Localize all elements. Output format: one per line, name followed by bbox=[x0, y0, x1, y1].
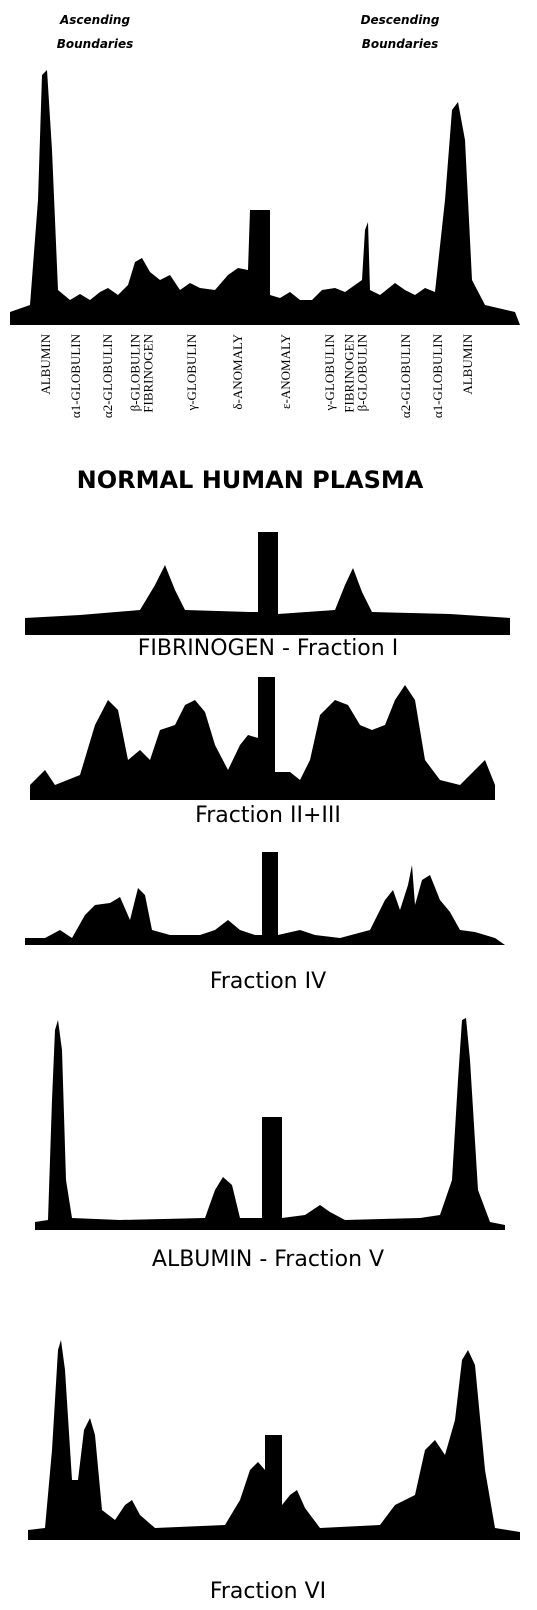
component-label: β-GLOBULIN bbox=[355, 333, 370, 411]
title: NORMAL HUMAN PLASMA bbox=[77, 466, 424, 494]
component-label: α1-GLOBULIN bbox=[430, 333, 445, 418]
component-label: FIBRINOGEN bbox=[141, 333, 156, 412]
boundary-header: Ascending bbox=[59, 13, 130, 27]
component-label: α2-GLOBULIN bbox=[100, 333, 115, 418]
caption: ALBUMIN - Fraction V bbox=[152, 1247, 384, 1272]
trace-plasma bbox=[10, 70, 520, 325]
caption: Fraction IV bbox=[210, 969, 326, 994]
component-label: ALBUMIN bbox=[460, 333, 475, 394]
trace-fraction-1 bbox=[25, 532, 510, 635]
boundary-header: Descending bbox=[361, 13, 440, 27]
component-label: ALBUMIN bbox=[38, 333, 53, 394]
boundary-header: Boundaries bbox=[57, 37, 133, 51]
component-label: α2-GLOBULIN bbox=[398, 333, 413, 418]
component-label: γ-GLOBULIN bbox=[322, 333, 337, 411]
component-label: ε-ANOMALY bbox=[278, 333, 293, 409]
component-label: δ-ANOMALY bbox=[230, 333, 245, 409]
component-label: γ-GLOBULIN bbox=[184, 333, 199, 411]
trace-fraction-4 bbox=[25, 852, 505, 945]
figure: NORMAL HUMAN PLASMA Ascending Boundaries D… bbox=[0, 0, 537, 1610]
trace-fraction-6 bbox=[28, 1340, 520, 1540]
caption: Fraction II+III bbox=[195, 803, 341, 828]
boundary-header: Boundaries bbox=[362, 37, 438, 51]
component-label: α1-GLOBULIN bbox=[68, 333, 83, 418]
caption: Fraction VI bbox=[210, 1579, 326, 1604]
trace-fraction-5 bbox=[35, 1018, 505, 1230]
trace-fraction-2-3 bbox=[30, 677, 495, 800]
caption: FIBRINOGEN - Fraction I bbox=[138, 636, 398, 661]
